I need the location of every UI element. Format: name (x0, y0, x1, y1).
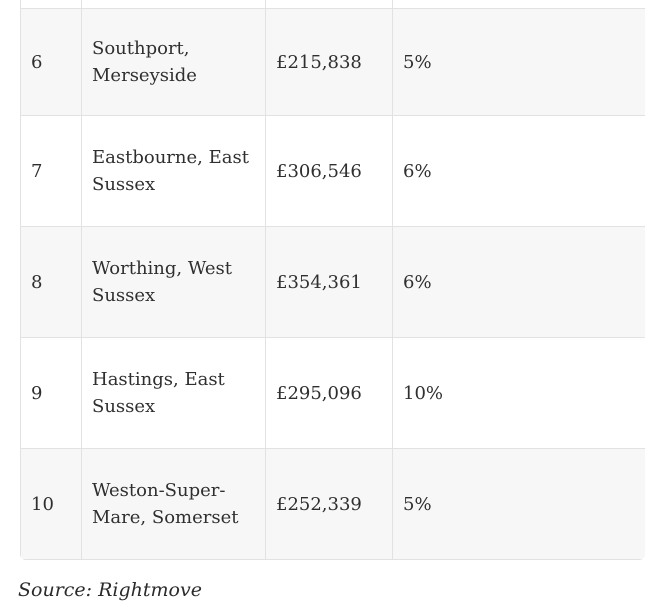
ranking-table: 6 Southport, Merseyside £215,838 5% 7 Ea… (20, 0, 645, 560)
rank-cell (20, 0, 82, 9)
change-cell: 5% (392, 448, 645, 560)
table-row: 7 Eastbourne, East Sussex £306,546 6% (20, 115, 645, 227)
change-cell: 6% (392, 115, 645, 227)
price-cell: £306,546 (265, 115, 393, 227)
change-cell (392, 0, 645, 9)
location-cell: Southport, Merseyside (81, 8, 266, 116)
rank-cell: 10 (20, 448, 82, 560)
change-cell: 6% (392, 226, 645, 338)
table-row: 10 Weston-Super-Mare, Somerset £252,339 … (20, 448, 645, 560)
rank-cell: 8 (20, 226, 82, 338)
seaside-towns-table: 6 Southport, Merseyside £215,838 5% 7 Ea… (20, 0, 645, 560)
table-row: 6 Southport, Merseyside £215,838 5% (20, 8, 645, 116)
price-cell: £215,838 (265, 8, 393, 116)
source-note: Source: Rightmove (18, 579, 202, 601)
rank-cell: 9 (20, 337, 82, 449)
table-row: 8 Worthing, West Sussex £354,361 6% (20, 226, 645, 338)
location-cell: Hastings, East Sussex (81, 337, 266, 449)
location-cell: Eastbourne, East Sussex (81, 115, 266, 227)
location-cell: Weston-Super-Mare, Somerset (81, 448, 266, 560)
price-cell: £295,096 (265, 337, 393, 449)
location-cell: Worthing, West Sussex (81, 226, 266, 338)
price-cell: £252,339 (265, 448, 393, 560)
table-row: 9 Hastings, East Sussex £295,096 10% (20, 337, 645, 449)
change-cell: 10% (392, 337, 645, 449)
table-row-clipped (20, 0, 645, 9)
price-cell: £354,361 (265, 226, 393, 338)
rank-cell: 6 (20, 8, 82, 116)
change-cell: 5% (392, 8, 645, 116)
price-cell (265, 0, 393, 9)
rank-cell: 7 (20, 115, 82, 227)
location-cell (81, 0, 266, 9)
